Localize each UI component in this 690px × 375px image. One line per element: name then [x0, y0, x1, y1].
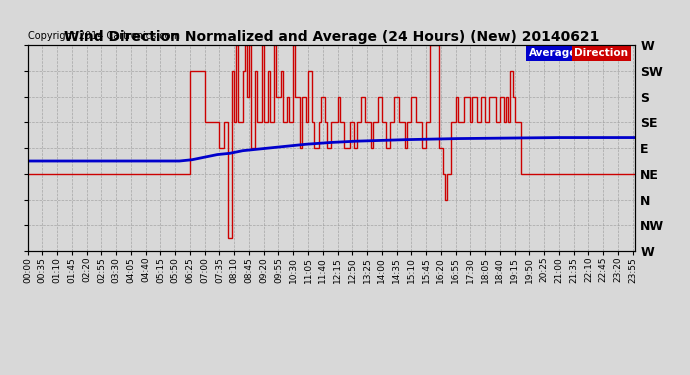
Text: Average: Average — [529, 48, 577, 58]
Title: Wind Direction Normalized and Average (24 Hours) (New) 20140621: Wind Direction Normalized and Average (2… — [63, 30, 599, 44]
Text: Copyright 2014 Cartronics.com: Copyright 2014 Cartronics.com — [28, 31, 179, 41]
Text: Direction: Direction — [574, 48, 629, 58]
